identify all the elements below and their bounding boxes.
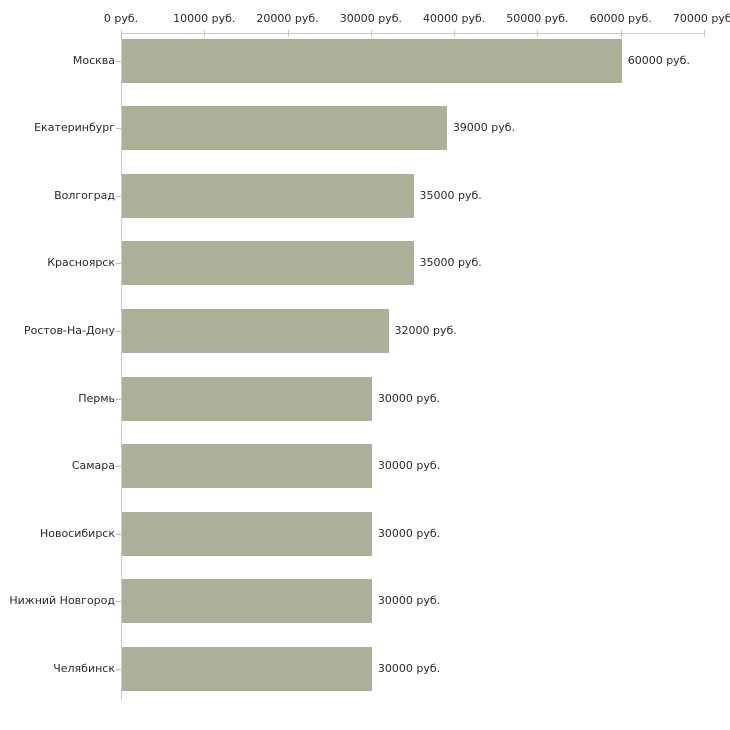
x-tick-label: 60000 руб. bbox=[589, 12, 652, 25]
value-label: 30000 руб. bbox=[377, 391, 441, 405]
bar bbox=[122, 579, 372, 624]
bar bbox=[122, 444, 372, 489]
x-tick-label: 10000 руб. bbox=[173, 12, 236, 25]
category-label: Красноярск bbox=[47, 256, 115, 270]
y-axis-line bbox=[121, 33, 122, 700]
row-tick bbox=[116, 195, 121, 197]
x-tick bbox=[704, 30, 705, 37]
x-tick bbox=[370, 30, 372, 37]
category-label: Екатеринбург bbox=[34, 121, 115, 135]
bar bbox=[122, 106, 447, 151]
bar bbox=[122, 646, 372, 691]
row-tick bbox=[116, 263, 121, 265]
value-label: 30000 руб. bbox=[377, 459, 441, 473]
x-tick bbox=[287, 30, 289, 37]
row-tick bbox=[116, 330, 121, 332]
x-tick-label: 20000 руб. bbox=[256, 12, 319, 25]
x-tick-label: 40000 руб. bbox=[423, 12, 486, 25]
row-tick bbox=[116, 668, 121, 670]
x-tick bbox=[537, 30, 539, 37]
bar bbox=[122, 308, 389, 353]
category-label: Нижний Новгород bbox=[9, 594, 115, 608]
x-tick-label: 30000 руб. bbox=[339, 12, 402, 25]
category-label: Москва bbox=[72, 53, 115, 67]
x-tick-label: 50000 руб. bbox=[506, 12, 569, 25]
bar bbox=[122, 173, 414, 218]
value-label: 35000 руб. bbox=[419, 188, 482, 202]
row-tick bbox=[116, 128, 121, 130]
row-tick bbox=[116, 60, 121, 62]
x-tick bbox=[204, 30, 206, 37]
row-tick bbox=[116, 466, 121, 468]
value-label: 35000 руб. bbox=[419, 256, 482, 270]
value-label: 32000 руб. bbox=[394, 323, 457, 337]
row-tick bbox=[116, 398, 121, 400]
x-axis-line bbox=[121, 33, 705, 34]
category-label: Пермь bbox=[78, 391, 115, 405]
value-label: 60000 руб. bbox=[627, 53, 690, 67]
value-label: 30000 руб. bbox=[377, 526, 441, 540]
x-tick-label: 70000 руб. bbox=[672, 12, 730, 25]
bar bbox=[122, 376, 372, 421]
row-tick bbox=[116, 601, 121, 603]
category-label: Новосибирск bbox=[39, 526, 115, 540]
value-label: 39000 руб. bbox=[452, 121, 516, 135]
category-label: Челябинск bbox=[53, 661, 115, 675]
category-label: Ростов-На-Дону bbox=[23, 323, 115, 337]
bar bbox=[122, 38, 622, 83]
x-tick bbox=[454, 30, 456, 37]
x-tick bbox=[620, 30, 622, 37]
category-label: Самара bbox=[71, 459, 115, 473]
value-label: 30000 руб. bbox=[377, 661, 441, 675]
value-label: 30000 руб. bbox=[377, 594, 441, 608]
x-tick-label: 0 руб. bbox=[103, 12, 139, 25]
x-tick bbox=[121, 30, 122, 37]
row-tick bbox=[116, 533, 121, 535]
bar bbox=[122, 511, 372, 556]
category-label: Волгоград bbox=[54, 188, 115, 202]
bar bbox=[122, 241, 414, 286]
